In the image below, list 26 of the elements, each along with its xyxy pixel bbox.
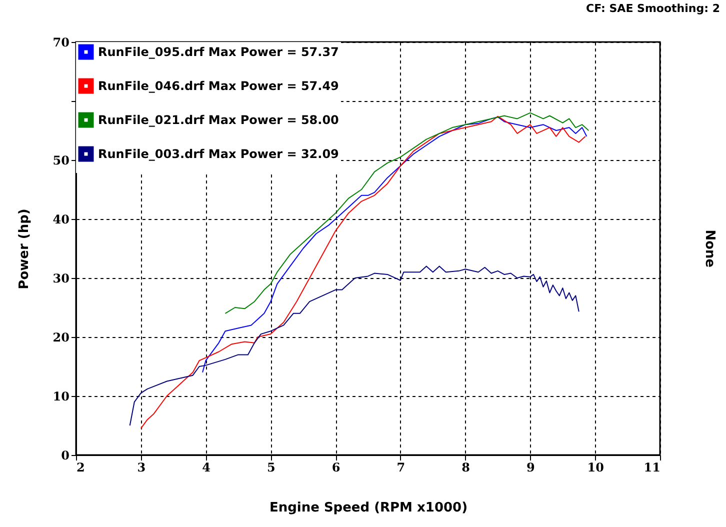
legend-label: RunFile_095.drf Max Power = 57.37	[98, 45, 339, 59]
x-tick-label: 5	[266, 460, 276, 474]
y-tick-label: 0	[61, 448, 70, 462]
x-tick-label: 8	[462, 460, 470, 474]
y-tick-label: 40	[52, 212, 70, 226]
y-tick-label: 10	[52, 390, 70, 404]
x-tick-label: 6	[332, 460, 340, 474]
y-tick-label: 30	[52, 272, 70, 286]
x-tick-label: 11	[644, 460, 660, 474]
y-tick-label: 20	[52, 330, 70, 344]
x-tick-label: 7	[396, 460, 406, 474]
text: CF: SAE Smoothing: 2	[586, 2, 720, 15]
y-tick-label: 70	[52, 36, 70, 50]
y2-axis-title: None	[702, 230, 717, 268]
legend-label: RunFile_046.drf Max Power = 57.49	[98, 79, 339, 93]
y-axis-title: Power (hp)	[16, 208, 32, 290]
x-tick-label: 3	[137, 460, 146, 474]
line-series	[129, 266, 580, 426]
y-tick-label: 50	[52, 154, 70, 168]
x-tick-label: 9	[526, 460, 535, 474]
x-axis-title: Engine Speed (RPM x1000)	[269, 500, 468, 516]
legend-label: RunFile_003.drf Max Power = 32.09	[98, 147, 339, 161]
x-tick-label: 2	[76, 460, 85, 474]
legend-label: RunFile_021.drf Max Power = 58.00	[98, 113, 339, 127]
x-tick-label: 4	[202, 460, 210, 474]
x-tick-label: 10	[587, 460, 604, 474]
